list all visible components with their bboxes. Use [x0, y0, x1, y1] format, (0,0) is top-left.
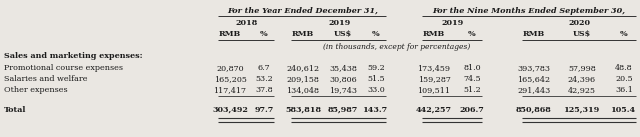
Text: 134,048: 134,048 — [287, 86, 319, 94]
Text: RMB: RMB — [292, 30, 314, 38]
Text: %: % — [620, 30, 628, 38]
Text: Promotional course expenses: Promotional course expenses — [4, 64, 123, 72]
Text: 291,443: 291,443 — [517, 86, 550, 94]
Text: 24,396: 24,396 — [568, 75, 596, 83]
Text: 240,612: 240,612 — [287, 64, 319, 72]
Text: 206.7: 206.7 — [460, 106, 484, 114]
Text: RMB: RMB — [423, 30, 445, 38]
Text: 36.1: 36.1 — [615, 86, 633, 94]
Text: 165,205: 165,205 — [214, 75, 246, 83]
Text: 35,438: 35,438 — [329, 64, 357, 72]
Text: 105.4: 105.4 — [611, 106, 637, 114]
Text: (in thousands, except for percentages): (in thousands, except for percentages) — [323, 43, 470, 51]
Text: 143.7: 143.7 — [364, 106, 388, 114]
Text: 85,987: 85,987 — [328, 106, 358, 114]
Text: 165,642: 165,642 — [517, 75, 550, 83]
Text: 48.8: 48.8 — [615, 64, 633, 72]
Text: 583,818: 583,818 — [285, 106, 321, 114]
Text: 51.5: 51.5 — [367, 75, 385, 83]
Text: For the Nine Months Ended September 30,: For the Nine Months Ended September 30, — [433, 7, 625, 15]
Text: 2018: 2018 — [236, 19, 258, 27]
Text: RMB: RMB — [523, 30, 545, 38]
Text: 173,459: 173,459 — [417, 64, 451, 72]
Text: Other expenses: Other expenses — [4, 86, 68, 94]
Text: 74.5: 74.5 — [463, 75, 481, 83]
Text: For the Year Ended December 31,: For the Year Ended December 31, — [228, 7, 378, 15]
Text: %: % — [260, 30, 268, 38]
Text: 97.7: 97.7 — [254, 106, 274, 114]
Text: 20,870: 20,870 — [216, 64, 244, 72]
Text: 81.0: 81.0 — [463, 64, 481, 72]
Text: RMB: RMB — [219, 30, 241, 38]
Text: 125,319: 125,319 — [564, 106, 600, 114]
Text: 37.8: 37.8 — [255, 86, 273, 94]
Text: 51.2: 51.2 — [463, 86, 481, 94]
Text: 20.5: 20.5 — [615, 75, 633, 83]
Text: 2019: 2019 — [442, 19, 464, 27]
Text: 59.2: 59.2 — [367, 64, 385, 72]
Text: 850,868: 850,868 — [516, 106, 552, 114]
Text: %: % — [372, 30, 380, 38]
Text: 2020: 2020 — [568, 19, 590, 27]
Text: 42,925: 42,925 — [568, 86, 596, 94]
Text: 442,257: 442,257 — [416, 106, 452, 114]
Text: 109,511: 109,511 — [417, 86, 451, 94]
Text: 393,783: 393,783 — [518, 64, 550, 72]
Text: 117,417: 117,417 — [214, 86, 246, 94]
Text: 30,806: 30,806 — [329, 75, 357, 83]
Text: 6.7: 6.7 — [258, 64, 270, 72]
Text: 19,743: 19,743 — [329, 86, 357, 94]
Text: Total: Total — [4, 106, 26, 114]
Text: 2019: 2019 — [328, 19, 351, 27]
Text: 303,492: 303,492 — [212, 106, 248, 114]
Text: 57,998: 57,998 — [568, 64, 596, 72]
Text: 33.0: 33.0 — [367, 86, 385, 94]
Text: 53.2: 53.2 — [255, 75, 273, 83]
Text: Salaries and welfare: Salaries and welfare — [4, 75, 88, 83]
Text: 159,287: 159,287 — [417, 75, 451, 83]
Text: Sales and marketing expenses:: Sales and marketing expenses: — [4, 52, 143, 60]
Text: %: % — [468, 30, 476, 38]
Text: US$: US$ — [573, 30, 591, 38]
Text: US$: US$ — [334, 30, 352, 38]
Text: 209,158: 209,158 — [287, 75, 319, 83]
